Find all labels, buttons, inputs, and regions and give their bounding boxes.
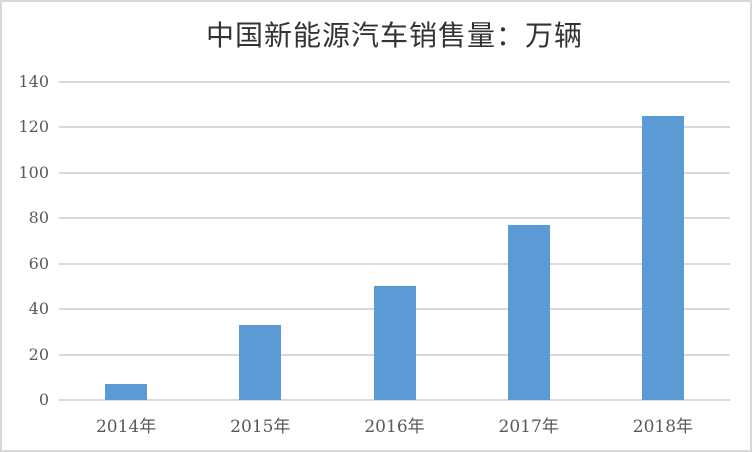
x-axis-tick-label: 2018年	[632, 417, 694, 437]
chart-title: 中国新能源汽车销售量：万辆	[205, 19, 583, 52]
bar-2015年	[239, 325, 282, 400]
bar-2016年	[373, 286, 416, 400]
y-axis-tick-label: 80	[28, 208, 49, 228]
x-axis-tick-label: 2015年	[230, 417, 291, 437]
plot-area	[59, 81, 730, 401]
y-axis-tick-label: 120	[18, 117, 49, 137]
gridline	[59, 171, 730, 174]
gridline	[59, 217, 730, 220]
x-axis-tick-label: 2017年	[498, 417, 559, 437]
y-axis-tick-label: 0	[38, 390, 49, 409]
gridline	[59, 399, 730, 401]
gridline	[59, 126, 730, 129]
y-axis-tick-label: 140	[18, 72, 49, 91]
gridline	[59, 81, 730, 83]
x-axis-tick-label: 2016年	[364, 417, 425, 437]
bar-2014年	[105, 384, 148, 400]
y-axis-tick-label: 60	[28, 253, 49, 273]
y-axis-tick-label: 100	[18, 162, 49, 182]
y-axis-tick-label: 40	[28, 299, 49, 319]
bar-2018年	[641, 116, 684, 400]
y-axis-tick-label: 20	[28, 344, 49, 364]
x-axis-tick-label: 2014年	[95, 417, 157, 437]
gridline	[59, 262, 730, 265]
bar-2017年	[507, 225, 550, 400]
